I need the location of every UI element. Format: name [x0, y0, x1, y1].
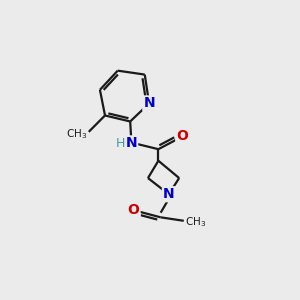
- Text: CH$_3$: CH$_3$: [185, 215, 206, 229]
- Text: CH$_3$: CH$_3$: [66, 127, 88, 141]
- Text: H: H: [116, 137, 125, 150]
- Text: O: O: [176, 130, 188, 143]
- Text: N: N: [143, 97, 155, 110]
- Text: N: N: [125, 136, 137, 150]
- Text: O: O: [128, 203, 140, 218]
- Text: N: N: [163, 187, 175, 201]
